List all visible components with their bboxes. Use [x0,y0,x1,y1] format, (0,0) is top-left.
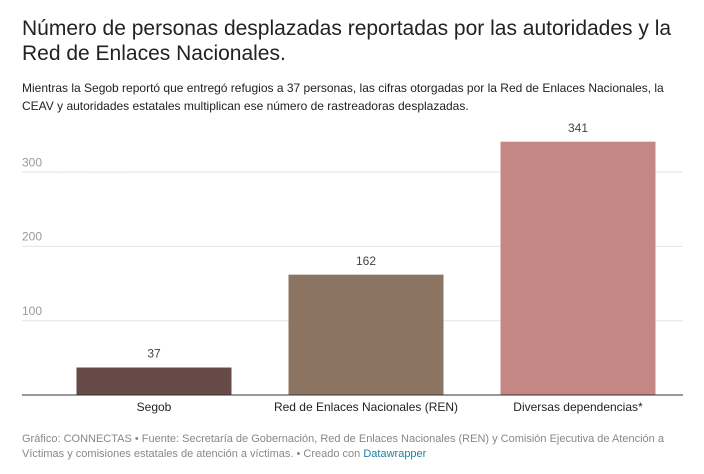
footer: Gráfico: CONNECTAS • Fuente: Secretaría … [22,432,692,462]
chart: 100 200 300 Segob 37 Red de Enlaces Nacionale… [22,121,683,414]
x-tick-label: Diversas dependencias* [513,400,643,414]
bar [500,141,656,395]
footer-link[interactable]: Datawrapper [363,448,427,460]
value-label: 37 [147,347,161,361]
y-tick-label: 100 [22,304,42,318]
bar [76,367,232,395]
value-label: 162 [356,254,376,268]
y-tick-label: 300 [22,155,42,169]
y-tick-label: 200 [22,230,42,244]
x-tick-label: Red de Enlaces Nacionales (REN) [274,400,458,414]
value-label: 341 [568,121,588,135]
bar [288,274,444,395]
chart-subtitle: Mientras la Segob reportó que entregó re… [22,81,664,113]
footer-text: Gráfico: CONNECTAS • Fuente: Secretaría … [22,433,664,460]
chart-title: Número de personas desplazadas reportada… [22,17,672,65]
x-tick-label: Segob [137,400,172,414]
